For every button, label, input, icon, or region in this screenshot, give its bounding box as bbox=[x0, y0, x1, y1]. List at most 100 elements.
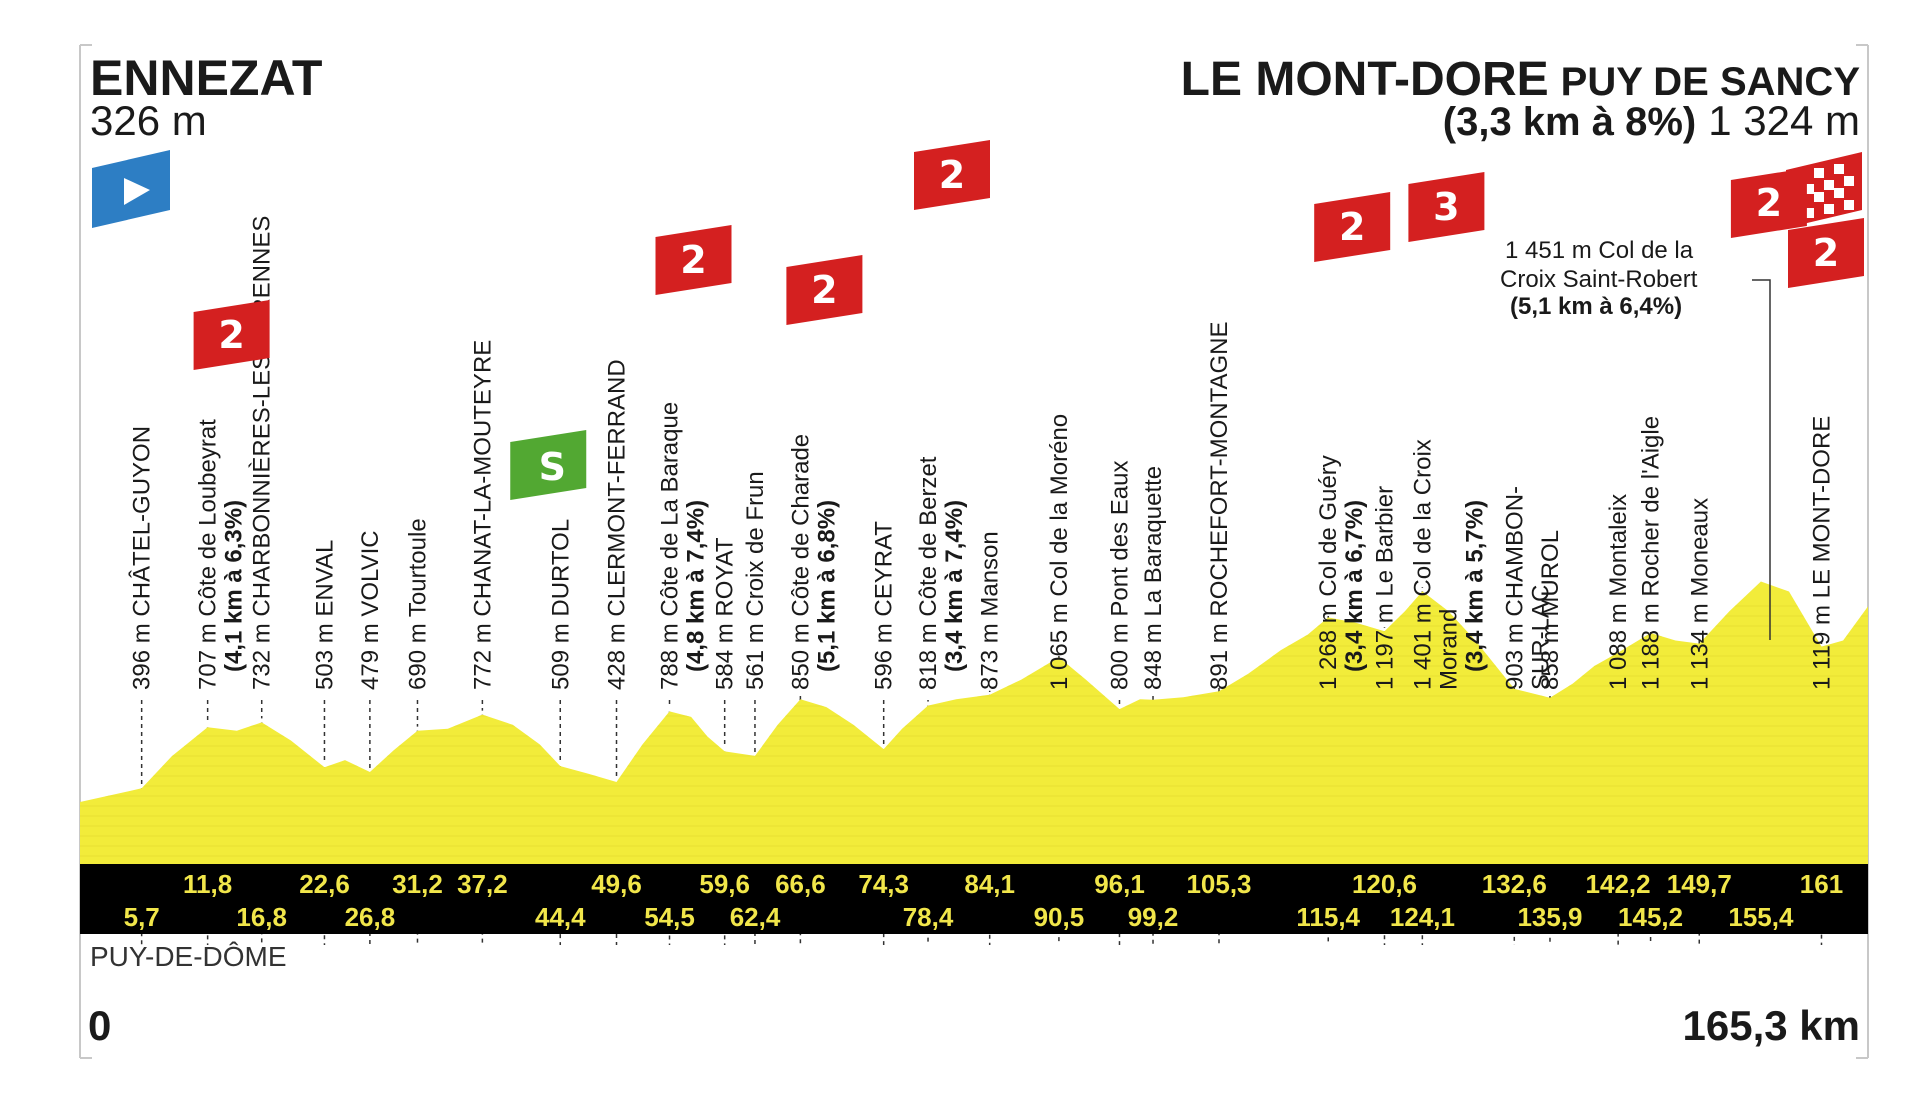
waypoint-label: 690 m Tourtoule bbox=[405, 518, 432, 690]
category-2-climb-icon: 2 bbox=[1788, 218, 1864, 288]
km-mark-bottom: 78,4 bbox=[903, 902, 954, 932]
waypoint-label: 891 m ROCHEFORT-MONTAGNE bbox=[1206, 322, 1233, 690]
km-mark-bottom: 115,4 bbox=[1296, 902, 1360, 932]
waypoint-name: 1 188 m Rocher de l'Aigle bbox=[1638, 416, 1665, 690]
waypoint-label: 1 197 m Le Barbier bbox=[1372, 486, 1399, 690]
km-mark-top: 161 bbox=[1800, 869, 1843, 899]
waypoint-label: 1 401 m Col de la Croix Morand (3,4 km à 5… bbox=[1409, 439, 1488, 690]
km-mark-bottom: 5,7 bbox=[124, 902, 160, 932]
waypoint-name: 850 m Côte de Charade bbox=[787, 434, 814, 690]
climb-category-label: 2 bbox=[1756, 181, 1782, 225]
waypoint-name: 732 m CHARBONNIÈRES-LES-VARENNES bbox=[249, 216, 276, 690]
start-flag-icon bbox=[92, 150, 170, 228]
start-altitude: 326 m bbox=[90, 97, 207, 144]
km-mark-top: 142,2 bbox=[1586, 869, 1651, 899]
waypoint-label: 1 065 m Col de la Moréno bbox=[1046, 414, 1073, 690]
waypoint-name: 1 119 m LE MONT-DORE bbox=[1809, 416, 1836, 690]
km-mark-top: 96,1 bbox=[1094, 869, 1145, 899]
category-2-climb-icon: 2 bbox=[1730, 168, 1807, 238]
km-mark-top: 49,6 bbox=[591, 869, 642, 899]
km-mark-bottom: 99,2 bbox=[1128, 902, 1179, 932]
waypoint-name: 428 m CLERMONT-FERRAND bbox=[604, 359, 631, 690]
waypoint-label: 858 m MUROL bbox=[1537, 530, 1564, 690]
climb-category-label: 2 bbox=[1813, 231, 1839, 275]
waypoint-label: 584 m ROYAT bbox=[712, 537, 739, 690]
waypoint-label: 732 m CHARBONNIÈRES-LES-VARENNES bbox=[249, 216, 276, 690]
cima-coppi-label: 1 451 m Col de la Croix Saint-Robert (5,… bbox=[1500, 237, 1771, 640]
km-mark-bottom: 16,8 bbox=[236, 902, 287, 932]
category-2-climb-icon: 2 bbox=[786, 255, 863, 325]
climb-category-label: 2 bbox=[1339, 205, 1365, 249]
km-mark-top: 37,2 bbox=[457, 869, 508, 899]
waypoint-name: 1 065 m Col de la Moréno bbox=[1046, 414, 1073, 690]
km-mark-bottom: 44,4 bbox=[535, 902, 586, 932]
waypoint-name: 848 m La Baraquette bbox=[1140, 466, 1167, 690]
km-mark-top: 84,1 bbox=[964, 869, 1015, 899]
waypoint-label: 850 m Côte de Charade (5,1 km à 6,8%) bbox=[787, 434, 840, 690]
start-town-name: ENNEZAT bbox=[90, 50, 322, 106]
waypoint-label: 788 m Côte de La Baraque (4,8 km à 7,4%) bbox=[657, 402, 710, 690]
km-mark-top: 105,3 bbox=[1186, 869, 1251, 899]
category-3-climb-icon: 3 bbox=[1408, 172, 1485, 242]
cima-label-line1: 1 451 m Col de la bbox=[1505, 237, 1694, 264]
finish-climb-info: (3,3 km à 8%) bbox=[1443, 100, 1696, 144]
finish-altitude: 1 324 m bbox=[1708, 97, 1860, 144]
climb-category-label: 3 bbox=[1433, 185, 1459, 229]
km-mark-top: 74,3 bbox=[858, 869, 909, 899]
waypoint-name: 690 m Tourtoule bbox=[405, 518, 432, 690]
waypoint-label: 596 m CEYRAT bbox=[871, 521, 898, 690]
waypoint-climb-info: (3,4 km à 7,4%) bbox=[941, 500, 968, 672]
waypoint-name: 818 m Côte de Berzet bbox=[915, 456, 942, 690]
waypoint-name: 891 m ROCHEFORT-MONTAGNE bbox=[1206, 322, 1233, 690]
waypoint-label: 561 m Croix de Frun bbox=[742, 471, 769, 690]
km-mark-top: 66,6 bbox=[775, 869, 826, 899]
finish-subtitle: (3,3 km à 8%) 1 324 m bbox=[1443, 97, 1860, 144]
km-marks-top: 11,8 22,6 31,2 37,2 49,6 59,6 66,6 74,3 84,1 96,1… bbox=[183, 869, 1843, 899]
waypoint-name: 800 m Pont des Eaux bbox=[1107, 461, 1134, 690]
climb-category-label: 2 bbox=[218, 313, 244, 357]
waypoint-label: 1 088 m Montaleix bbox=[1605, 494, 1632, 690]
km-mark-top: 31,2 bbox=[392, 869, 443, 899]
km-mark-top: 149,7 bbox=[1667, 869, 1732, 899]
distance-end: 165,3 km bbox=[1683, 1002, 1860, 1049]
waypoint-name: 788 m Côte de La Baraque bbox=[657, 402, 684, 690]
waypoint-label: 903 m CHAMBON- SUR-LAC bbox=[1501, 486, 1554, 690]
cima-label-line2: Croix Saint-Robert bbox=[1500, 266, 1698, 293]
cima-leader bbox=[1752, 279, 1771, 640]
sprint-label: S bbox=[539, 445, 566, 489]
waypoint-label: 509 m DURTOL bbox=[547, 519, 574, 690]
waypoint-label: 707 m Côte de Loubeyrat (4,1 km à 6,3%) bbox=[195, 419, 248, 690]
waypoint-name: 858 m MUROL bbox=[1537, 530, 1564, 690]
km-mark-bottom: 124,1 bbox=[1390, 902, 1455, 932]
km-mark-bottom: 26,8 bbox=[345, 902, 396, 932]
waypoint-label: 1 119 m LE MONT-DORE bbox=[1809, 416, 1836, 690]
finish-town-suffix: PUY DE SANCY bbox=[1561, 60, 1861, 104]
waypoint-climb-info: (4,1 km à 6,3%) bbox=[221, 500, 248, 672]
category-2-climb-icon: 2 bbox=[193, 300, 270, 370]
km-mark-top: 120,6 bbox=[1352, 869, 1417, 899]
distance-band bbox=[80, 864, 1868, 934]
km-mark-bottom: 54,5 bbox=[644, 902, 695, 932]
waypoint-name: 707 m Côte de Loubeyrat bbox=[195, 419, 222, 690]
waypoint-name: 1 268 m Col de Guéry bbox=[1315, 455, 1342, 690]
waypoint-name: 1 401 m Col de la Croix bbox=[1409, 439, 1436, 690]
km-mark-bottom: 62,4 bbox=[730, 902, 781, 932]
waypoint-name: 509 m DURTOL bbox=[547, 519, 574, 690]
waypoint-label: 428 m CLERMONT-FERRAND bbox=[604, 359, 631, 690]
waypoint-name: 503 m ENVAL bbox=[312, 540, 339, 690]
km-mark-bottom: 135,9 bbox=[1517, 902, 1582, 932]
waypoint-name: 479 m VOLVIC bbox=[357, 530, 384, 690]
waypoint-name-line2: Morand bbox=[1435, 609, 1462, 690]
km-mark-top: 11,8 bbox=[183, 869, 232, 899]
km-mark-bottom: 145,2 bbox=[1618, 902, 1683, 932]
department-label: PUY-DE-DÔME bbox=[90, 941, 287, 972]
finish-title: LE MONT-DORE PUY DE SANCY bbox=[1181, 53, 1861, 106]
waypoint-name: 396 m CHÂTEL-GUYON bbox=[129, 426, 156, 690]
km-marks-bottom: 5,7 16,8 26,8 44,4 54,5 62,4 78,4 90,5 99,2 115,4… bbox=[124, 902, 1794, 932]
waypoint-name: 1 088 m Montaleix bbox=[1605, 494, 1632, 690]
waypoint-label: 1 188 m Rocher de l'Aigle bbox=[1638, 416, 1665, 690]
cima-label-line3: (5,1 km à 6,4%) bbox=[1510, 293, 1682, 320]
elevation-area bbox=[80, 581, 1868, 864]
